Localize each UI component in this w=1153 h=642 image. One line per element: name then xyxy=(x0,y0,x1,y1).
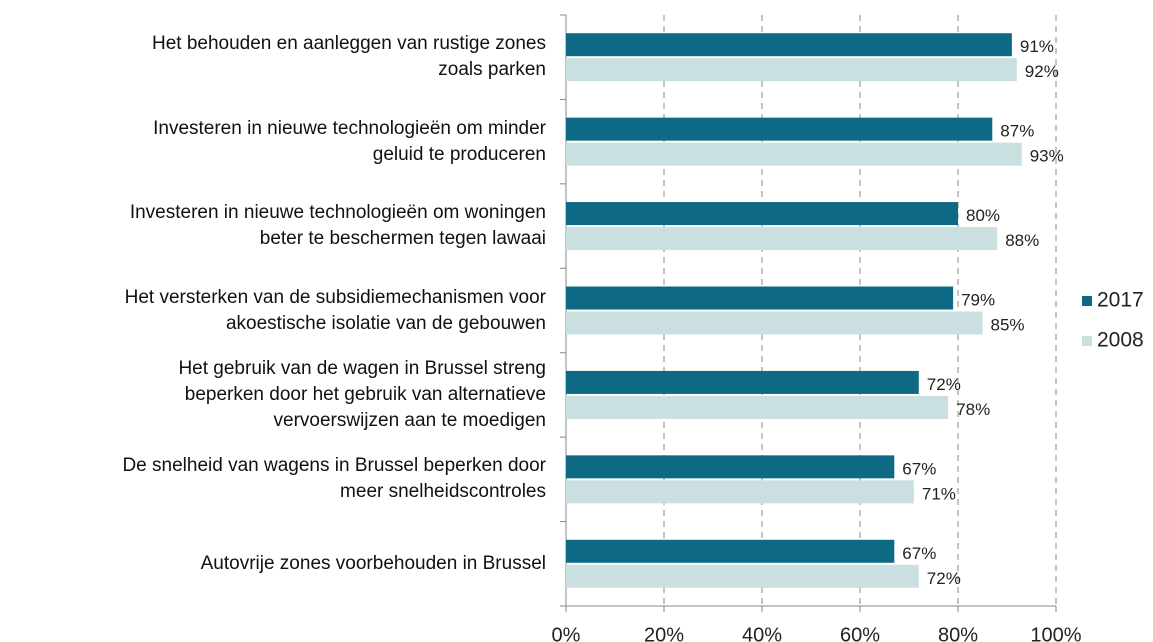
category-label: De snelheid van wagens in Brussel beperk… xyxy=(122,455,546,503)
bar xyxy=(566,311,983,335)
bar xyxy=(566,370,919,394)
bar xyxy=(566,564,919,588)
value-label: 92% xyxy=(1025,62,1059,81)
bar xyxy=(566,286,954,310)
value-label: 80% xyxy=(966,206,1000,225)
x-tick-label: 0% xyxy=(552,624,581,642)
legend-swatch xyxy=(1082,296,1092,306)
category-label: Het versterken van de subsidiemechanisme… xyxy=(124,286,546,334)
category-label: Het gebruik van de wagen in Brussel stre… xyxy=(178,357,546,431)
bar xyxy=(566,33,1012,57)
category-label: Investeren in nieuwe technologieën om wo… xyxy=(129,202,546,250)
bar xyxy=(566,480,914,504)
value-label: 71% xyxy=(922,484,956,503)
legend-label: 2017 xyxy=(1097,289,1144,312)
x-tick-label: 80% xyxy=(938,624,978,642)
bar xyxy=(566,395,949,419)
category-label: Investeren in nieuwe technologieën om mi… xyxy=(153,117,546,165)
legend-swatch xyxy=(1082,336,1092,346)
x-tick-label: 40% xyxy=(742,624,782,642)
value-label: 93% xyxy=(1030,147,1064,166)
bar xyxy=(566,202,958,226)
value-label: 67% xyxy=(902,459,936,478)
value-label: 72% xyxy=(927,569,961,588)
value-label: 79% xyxy=(961,290,995,309)
value-label: 91% xyxy=(1020,37,1054,56)
legend-label: 2008 xyxy=(1097,329,1144,352)
bar xyxy=(566,117,993,141)
x-tick-label: 100% xyxy=(1030,624,1081,642)
value-label: 72% xyxy=(927,375,961,394)
value-label: 88% xyxy=(1005,231,1039,250)
value-label: 87% xyxy=(1000,122,1034,141)
value-label: 78% xyxy=(956,400,990,419)
category-label: Het behouden en aanleggen van rustige zo… xyxy=(151,33,546,81)
category-label: Autovrije zones voorbehouden in Brussel xyxy=(200,552,546,574)
bar xyxy=(566,142,1022,166)
bar xyxy=(566,455,895,479)
bar xyxy=(566,539,895,563)
x-tick-label: 20% xyxy=(644,624,684,642)
value-label: 67% xyxy=(902,544,936,563)
bar xyxy=(566,58,1017,82)
value-label: 85% xyxy=(991,315,1025,334)
bar xyxy=(566,227,998,251)
x-tick-label: 60% xyxy=(840,624,880,642)
